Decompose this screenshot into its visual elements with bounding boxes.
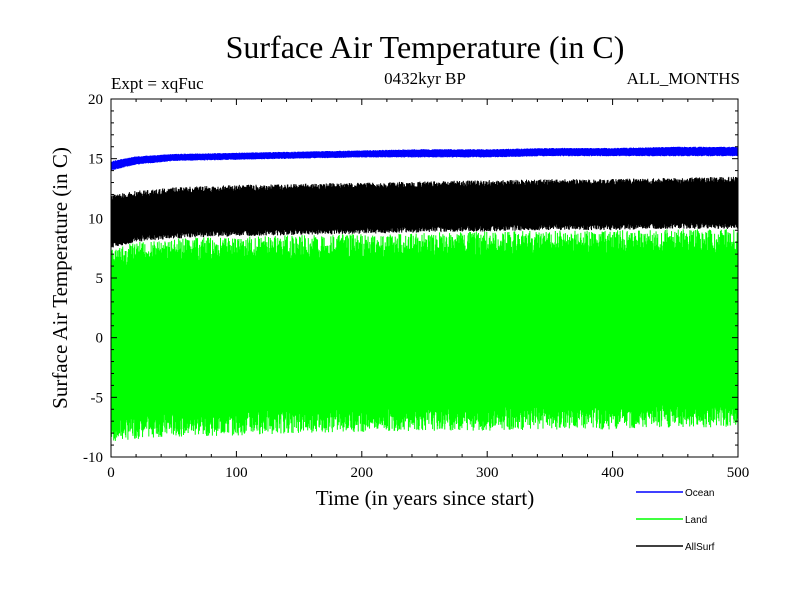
x-tick-label: 100 xyxy=(225,465,248,481)
y-tick-label: -10 xyxy=(83,450,103,466)
legend-label-ocean: Ocean xyxy=(685,488,714,499)
y-axis: -10 -5 0 5 10 15 20 xyxy=(83,92,738,466)
x-tick-label: 0 xyxy=(107,465,115,481)
chart-subtitle-left: Expt = xqFuc xyxy=(111,74,204,93)
y-tick-label: 15 xyxy=(88,152,103,168)
y-tick-label: 10 xyxy=(88,211,103,227)
y-tick-label: 0 xyxy=(96,331,104,347)
y-tick-label: 5 xyxy=(96,271,104,287)
x-tick-label: 400 xyxy=(601,465,624,481)
x-axis-label: Time (in years since start) xyxy=(316,486,535,510)
series-layer xyxy=(111,146,738,441)
y-tick-label: -5 xyxy=(91,390,104,406)
y-axis-label: Surface Air Temperature (in C) xyxy=(48,147,72,409)
chart-subtitle-right: ALL_MONTHS xyxy=(627,69,740,88)
series-line-allsurf xyxy=(111,176,738,248)
chart-subtitle-center: 0432kyr BP xyxy=(384,69,466,88)
x-tick-label: 300 xyxy=(476,465,499,481)
x-tick-label: 200 xyxy=(351,465,374,481)
legend-label-allsurf: AllSurf xyxy=(685,542,715,553)
legend-label-land: Land xyxy=(685,515,707,526)
x-axis: 0 100 200 300 400 500 xyxy=(107,99,749,481)
chart-title: Surface Air Temperature (in C) xyxy=(226,29,625,65)
y-tick-label: 20 xyxy=(88,92,103,108)
series-line-ocean xyxy=(111,146,738,171)
x-tick-label: 500 xyxy=(727,465,750,481)
legend: Ocean Land AllSurf xyxy=(636,488,715,553)
plot-area xyxy=(110,98,739,458)
series-line-land xyxy=(111,229,738,441)
